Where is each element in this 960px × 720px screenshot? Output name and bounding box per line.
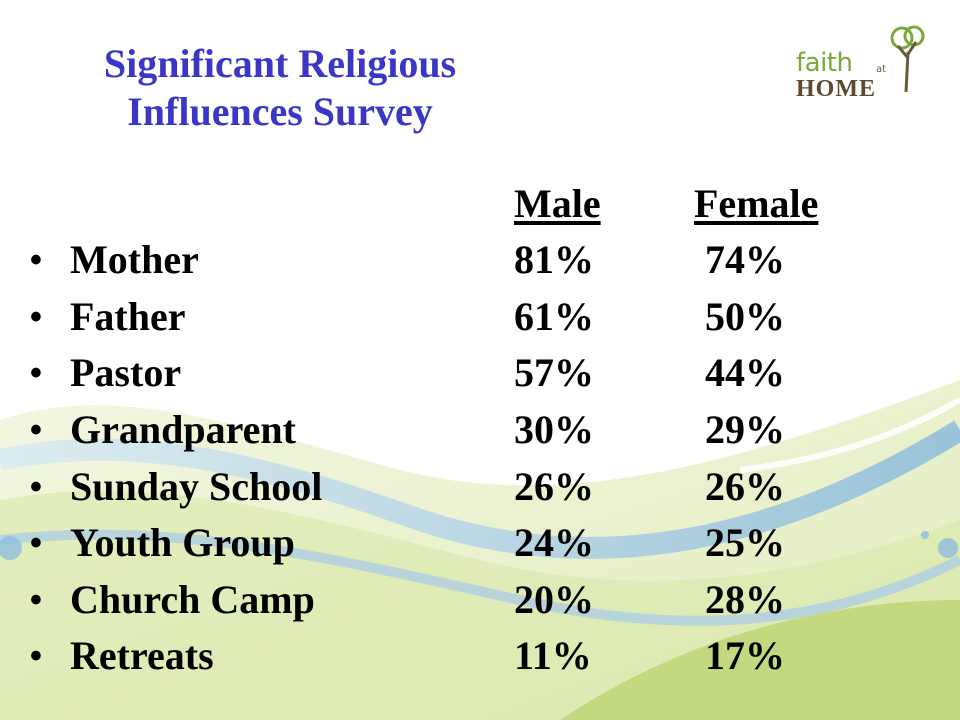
bullet: • xyxy=(30,524,42,562)
logo-home-text: HOME xyxy=(796,76,876,102)
influence-label: Youth Group xyxy=(70,520,295,565)
faith-at-home-logo: faith at HOME xyxy=(790,22,930,102)
female-percent: 74% xyxy=(705,237,785,282)
female-percent: 50% xyxy=(705,294,785,339)
male-percent: 81% xyxy=(514,237,594,282)
bullet: • xyxy=(30,298,42,336)
tree-icon xyxy=(890,25,925,92)
male-percent: 20% xyxy=(514,577,594,622)
male-percent: 30% xyxy=(514,407,594,452)
title-line-1: Significant Religious xyxy=(103,41,457,86)
column-header-female: Female xyxy=(694,181,819,226)
bullet: • xyxy=(30,468,42,506)
female-percent: 17% xyxy=(705,633,785,678)
influence-label: Mother xyxy=(70,237,199,282)
bullet: • xyxy=(30,411,42,449)
influence-label: Sunday School xyxy=(70,464,323,509)
bullet: • xyxy=(30,241,42,279)
bullet: • xyxy=(30,581,42,619)
female-percent: 25% xyxy=(705,520,785,565)
influence-label: Father xyxy=(70,294,186,339)
male-percent: 61% xyxy=(514,294,594,339)
influence-label: Church Camp xyxy=(70,577,315,622)
male-percent: 11% xyxy=(514,633,592,678)
female-percent: 29% xyxy=(705,407,785,452)
female-percent: 28% xyxy=(705,577,785,622)
logo-faith-text: faith xyxy=(796,48,853,78)
influence-label: Pastor xyxy=(70,350,182,395)
slide-title: Significant Religious Influences Survey xyxy=(30,40,530,136)
column-header-male: Male xyxy=(514,181,601,226)
influence-label: Retreats xyxy=(70,633,214,678)
male-percent: 26% xyxy=(514,464,594,509)
bullet: • xyxy=(30,354,42,392)
title-line-2: Influences Survey xyxy=(127,89,433,134)
female-percent: 44% xyxy=(705,350,785,395)
influence-label: Grandparent xyxy=(70,407,296,452)
bullet: • xyxy=(30,637,42,675)
logo-at-text: at xyxy=(876,64,887,75)
female-percent: 26% xyxy=(705,464,785,509)
male-percent: 57% xyxy=(514,350,594,395)
male-percent: 24% xyxy=(514,520,594,565)
